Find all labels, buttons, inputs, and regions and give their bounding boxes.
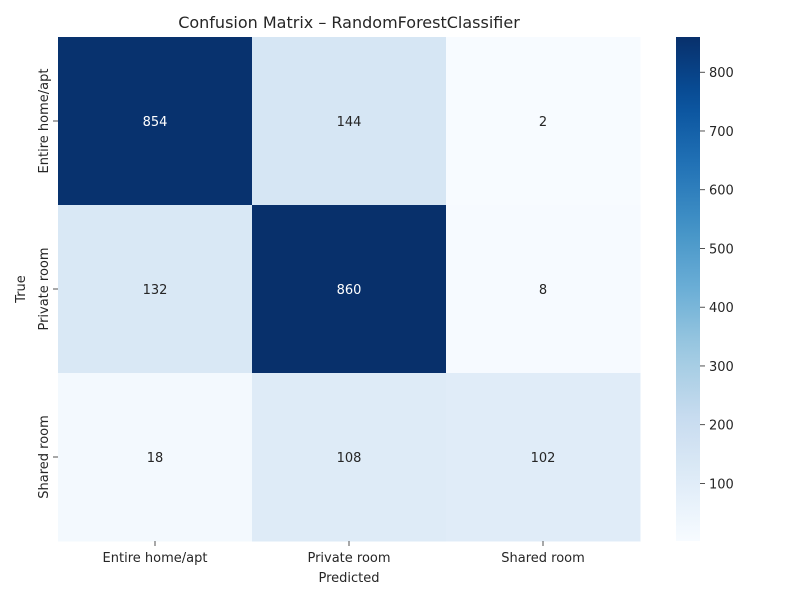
x-axis-label: Predicted <box>318 571 379 586</box>
colorbar-tick-label-2: 300 <box>709 360 734 375</box>
heatmap-cells <box>58 37 641 542</box>
colorbar-tick-label-1: 200 <box>709 419 734 434</box>
cell-value-r1-c0: 132 <box>143 283 168 298</box>
x-tick-label-0: Entire home/apt <box>103 551 208 566</box>
y-axis-ticks: Entire home/apt Private room Shared room <box>37 69 58 499</box>
heatmap-cell-r2-c1 <box>252 373 447 542</box>
cell-value-r0-c1: 144 <box>337 115 362 130</box>
heatmap-cell-r2-c0 <box>58 373 253 542</box>
x-tick-label-1: Private room <box>307 551 390 566</box>
cell-value-r2-c2: 102 <box>531 451 556 466</box>
heatmap-cell-r1-c2 <box>446 205 641 374</box>
cell-value-r2-c1: 108 <box>337 451 362 466</box>
heatmap-cell-r2-c2 <box>446 373 641 542</box>
colorbar-tick-label-7: 800 <box>709 66 734 81</box>
heatmap-cell-r0-c1 <box>252 37 447 206</box>
colorbar-tick-label-6: 700 <box>709 125 734 140</box>
heatmap-cell-r0-c2 <box>446 37 641 206</box>
heatmap-cell-labels: 854 144 2 132 860 8 18 108 102 <box>143 115 556 466</box>
y-tick-label-1: Private room <box>37 247 52 330</box>
chart-title: Confusion Matrix – RandomForestClassifie… <box>178 13 520 32</box>
x-tick-label-2: Shared room <box>501 551 585 566</box>
y-tick-label-2: Shared room <box>37 415 52 499</box>
cell-value-r2-c0: 18 <box>147 451 164 466</box>
cell-value-r0-c2: 2 <box>539 115 547 130</box>
colorbar-ticks: 100 200 300 400 500 600 700 800 <box>700 66 734 492</box>
heatmap-cell-r0-c0 <box>58 37 253 206</box>
colorbar <box>676 37 700 541</box>
y-tick-label-0: Entire home/apt <box>37 69 52 174</box>
colorbar-tick-label-4: 500 <box>709 242 734 257</box>
cell-value-r1-c2: 8 <box>539 283 547 298</box>
x-axis-ticks: Entire home/apt Private room Shared room <box>103 541 585 566</box>
cell-value-r1-c1: 860 <box>337 283 362 298</box>
y-axis-label: True <box>14 275 29 304</box>
colorbar-tick-label-5: 600 <box>709 184 734 199</box>
cell-value-r0-c0: 854 <box>143 115 168 130</box>
heatmap-cell-r1-c1 <box>252 205 447 374</box>
colorbar-tick-label-3: 400 <box>709 301 734 316</box>
colorbar-tick-label-0: 100 <box>709 477 734 492</box>
heatmap-cell-r1-c0 <box>58 205 253 374</box>
